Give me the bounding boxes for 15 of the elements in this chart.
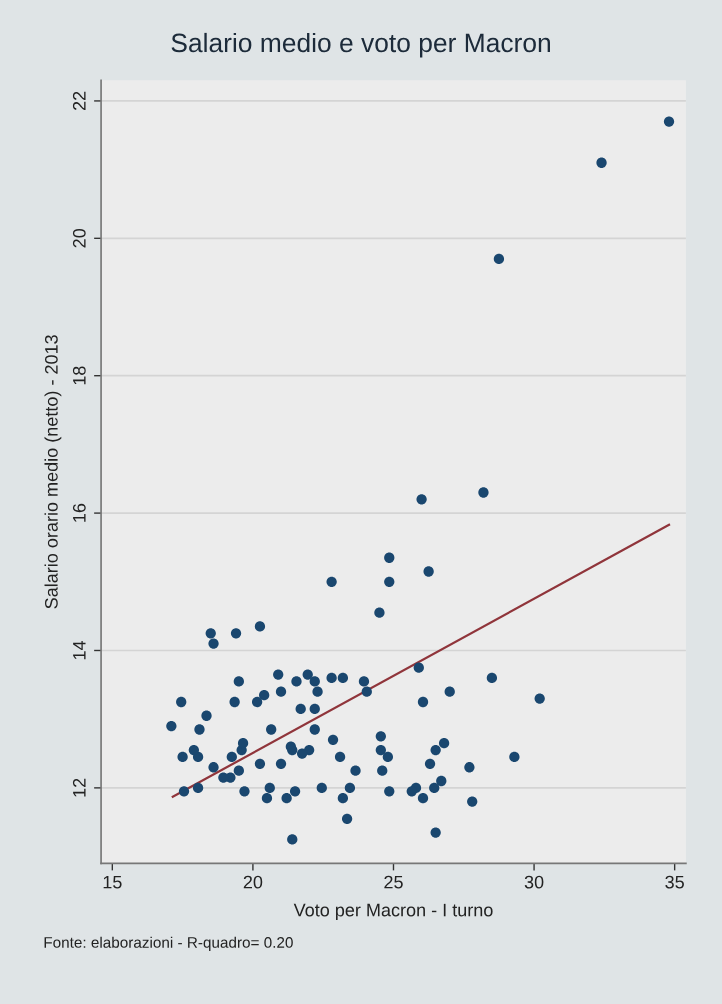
y-tick-label: 18 xyxy=(72,366,86,385)
x-axis-title: Voto per Macron - I turno xyxy=(293,903,493,921)
source-note: Fonte: elaborazioni - R-quadro= 0.20 xyxy=(44,936,293,951)
y-tick-label: 12 xyxy=(72,778,86,797)
x-tick-label: 35 xyxy=(665,875,684,889)
chart-title: Salario medio e voto per Macron xyxy=(171,32,550,58)
y-tick-label: 16 xyxy=(72,503,86,522)
y-axis-title: Salario orario medio (netto) - 2013 xyxy=(44,335,62,609)
y-tick-label: 22 xyxy=(72,91,86,111)
x-tick-label: 20 xyxy=(243,875,263,889)
x-tick-label: 30 xyxy=(524,875,544,889)
y-tick-label: 20 xyxy=(72,228,86,248)
x-tick-label: 15 xyxy=(103,875,122,889)
y-tick-label: 14 xyxy=(73,640,86,660)
x-tick-label: 25 xyxy=(384,875,403,889)
